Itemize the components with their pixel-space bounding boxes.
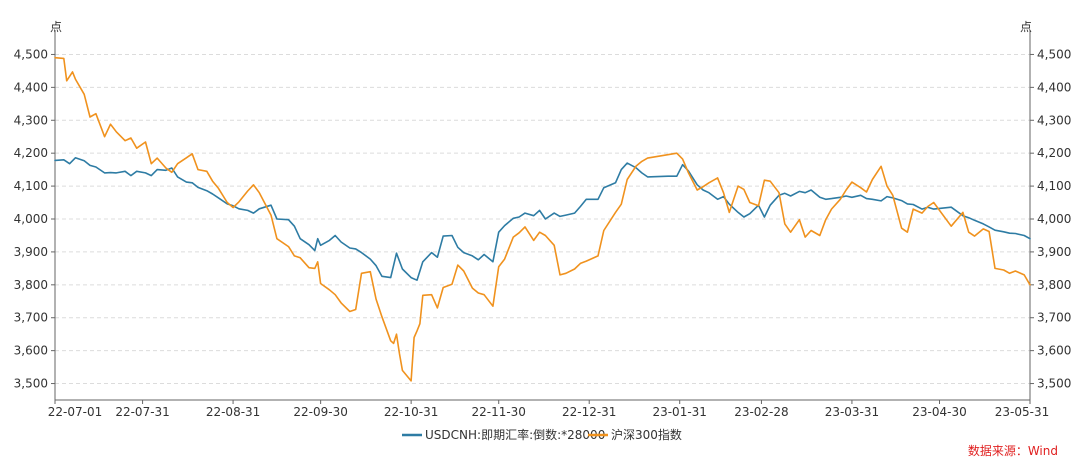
series-lines — [54, 56, 1031, 382]
y-tick-label-right: 3,900 — [1037, 245, 1071, 259]
y-tick-label-left: 4,400 — [14, 80, 48, 94]
y-tick-label-left: 4,200 — [14, 146, 48, 160]
right-y-axis-unit: 点 — [1020, 20, 1032, 34]
y-tick-label-right: 4,300 — [1037, 113, 1071, 127]
y-tick-label-left: 3,700 — [14, 311, 48, 325]
y-tick-label-left: 4,100 — [14, 179, 48, 193]
x-tick-label: 22-08-31 — [206, 405, 260, 419]
x-tick-label: 22-10-31 — [384, 405, 438, 419]
legend-label-usdcnh: USDCNH:即期汇率:倒数:*28000 — [425, 427, 605, 442]
y-tick-label-right: 3,500 — [1037, 377, 1071, 391]
y-tick-label-right: 3,700 — [1037, 311, 1071, 325]
y-tick-label-left: 4,500 — [14, 47, 48, 61]
x-tick-label: 23-02-28 — [734, 405, 788, 419]
x-tick-label: 22-07-01 — [48, 405, 102, 419]
legend-label-hs300: 沪深300指数 — [611, 427, 682, 442]
legend-item-usdcnh[interactable]: USDCNH:即期汇率:倒数:*28000 — [402, 427, 605, 442]
series-line-hs300 — [54, 56, 1031, 382]
x-axis-ticks: 22-07-01 22-07-31 22-08-31 22-09-30 22-10-31… — [48, 400, 1049, 419]
y-tick-label-left: 4,000 — [14, 212, 48, 226]
x-tick-label: 22-12-31 — [562, 405, 616, 419]
x-tick-label: 22-09-30 — [293, 405, 347, 419]
right-y-axis-ticks: 3,500 3,600 3,700 3,800 3,900 4,000 4,100 4,200… — [1030, 47, 1071, 391]
y-tick-label-right: 4,000 — [1037, 212, 1071, 226]
y-tick-label-left: 3,500 — [14, 377, 48, 391]
y-tick-label-right: 4,200 — [1037, 146, 1071, 160]
y-tick-label-right: 4,400 — [1037, 80, 1071, 94]
x-tick-label: 23-01-31 — [652, 405, 706, 419]
x-tick-label: 22-11-30 — [471, 405, 525, 419]
left-y-axis-unit: 点 — [50, 20, 62, 34]
y-tick-label-left: 3,900 — [14, 245, 48, 259]
y-tick-label-right: 4,100 — [1037, 179, 1071, 193]
y-tick-label-left: 3,800 — [14, 278, 48, 292]
legend: USDCNH:即期汇率:倒数:*28000 沪深300指数 — [402, 427, 682, 442]
y-tick-label-right: 3,800 — [1037, 278, 1071, 292]
legend-item-hs300[interactable]: 沪深300指数 — [588, 427, 682, 442]
y-tick-label-right: 4,500 — [1037, 47, 1071, 61]
gridlines — [55, 53, 1030, 385]
axes — [54, 30, 1031, 401]
left-y-axis-ticks: 3,500 3,600 3,700 3,800 3,900 4,000 4,100 4,200… — [14, 47, 55, 391]
x-tick-label: 23-04-30 — [912, 405, 966, 419]
x-tick-label: 23-03-31 — [825, 405, 879, 419]
x-tick-label: 23-05-31 — [995, 405, 1049, 419]
y-tick-label-right: 3,600 — [1037, 344, 1071, 358]
y-tick-label-left: 4,300 — [14, 113, 48, 127]
x-tick-label: 22-07-31 — [115, 405, 169, 419]
series-line-usdcnh — [54, 157, 1031, 282]
source-label: 数据来源：Wind — [968, 443, 1058, 458]
y-tick-label-left: 3,600 — [14, 344, 48, 358]
